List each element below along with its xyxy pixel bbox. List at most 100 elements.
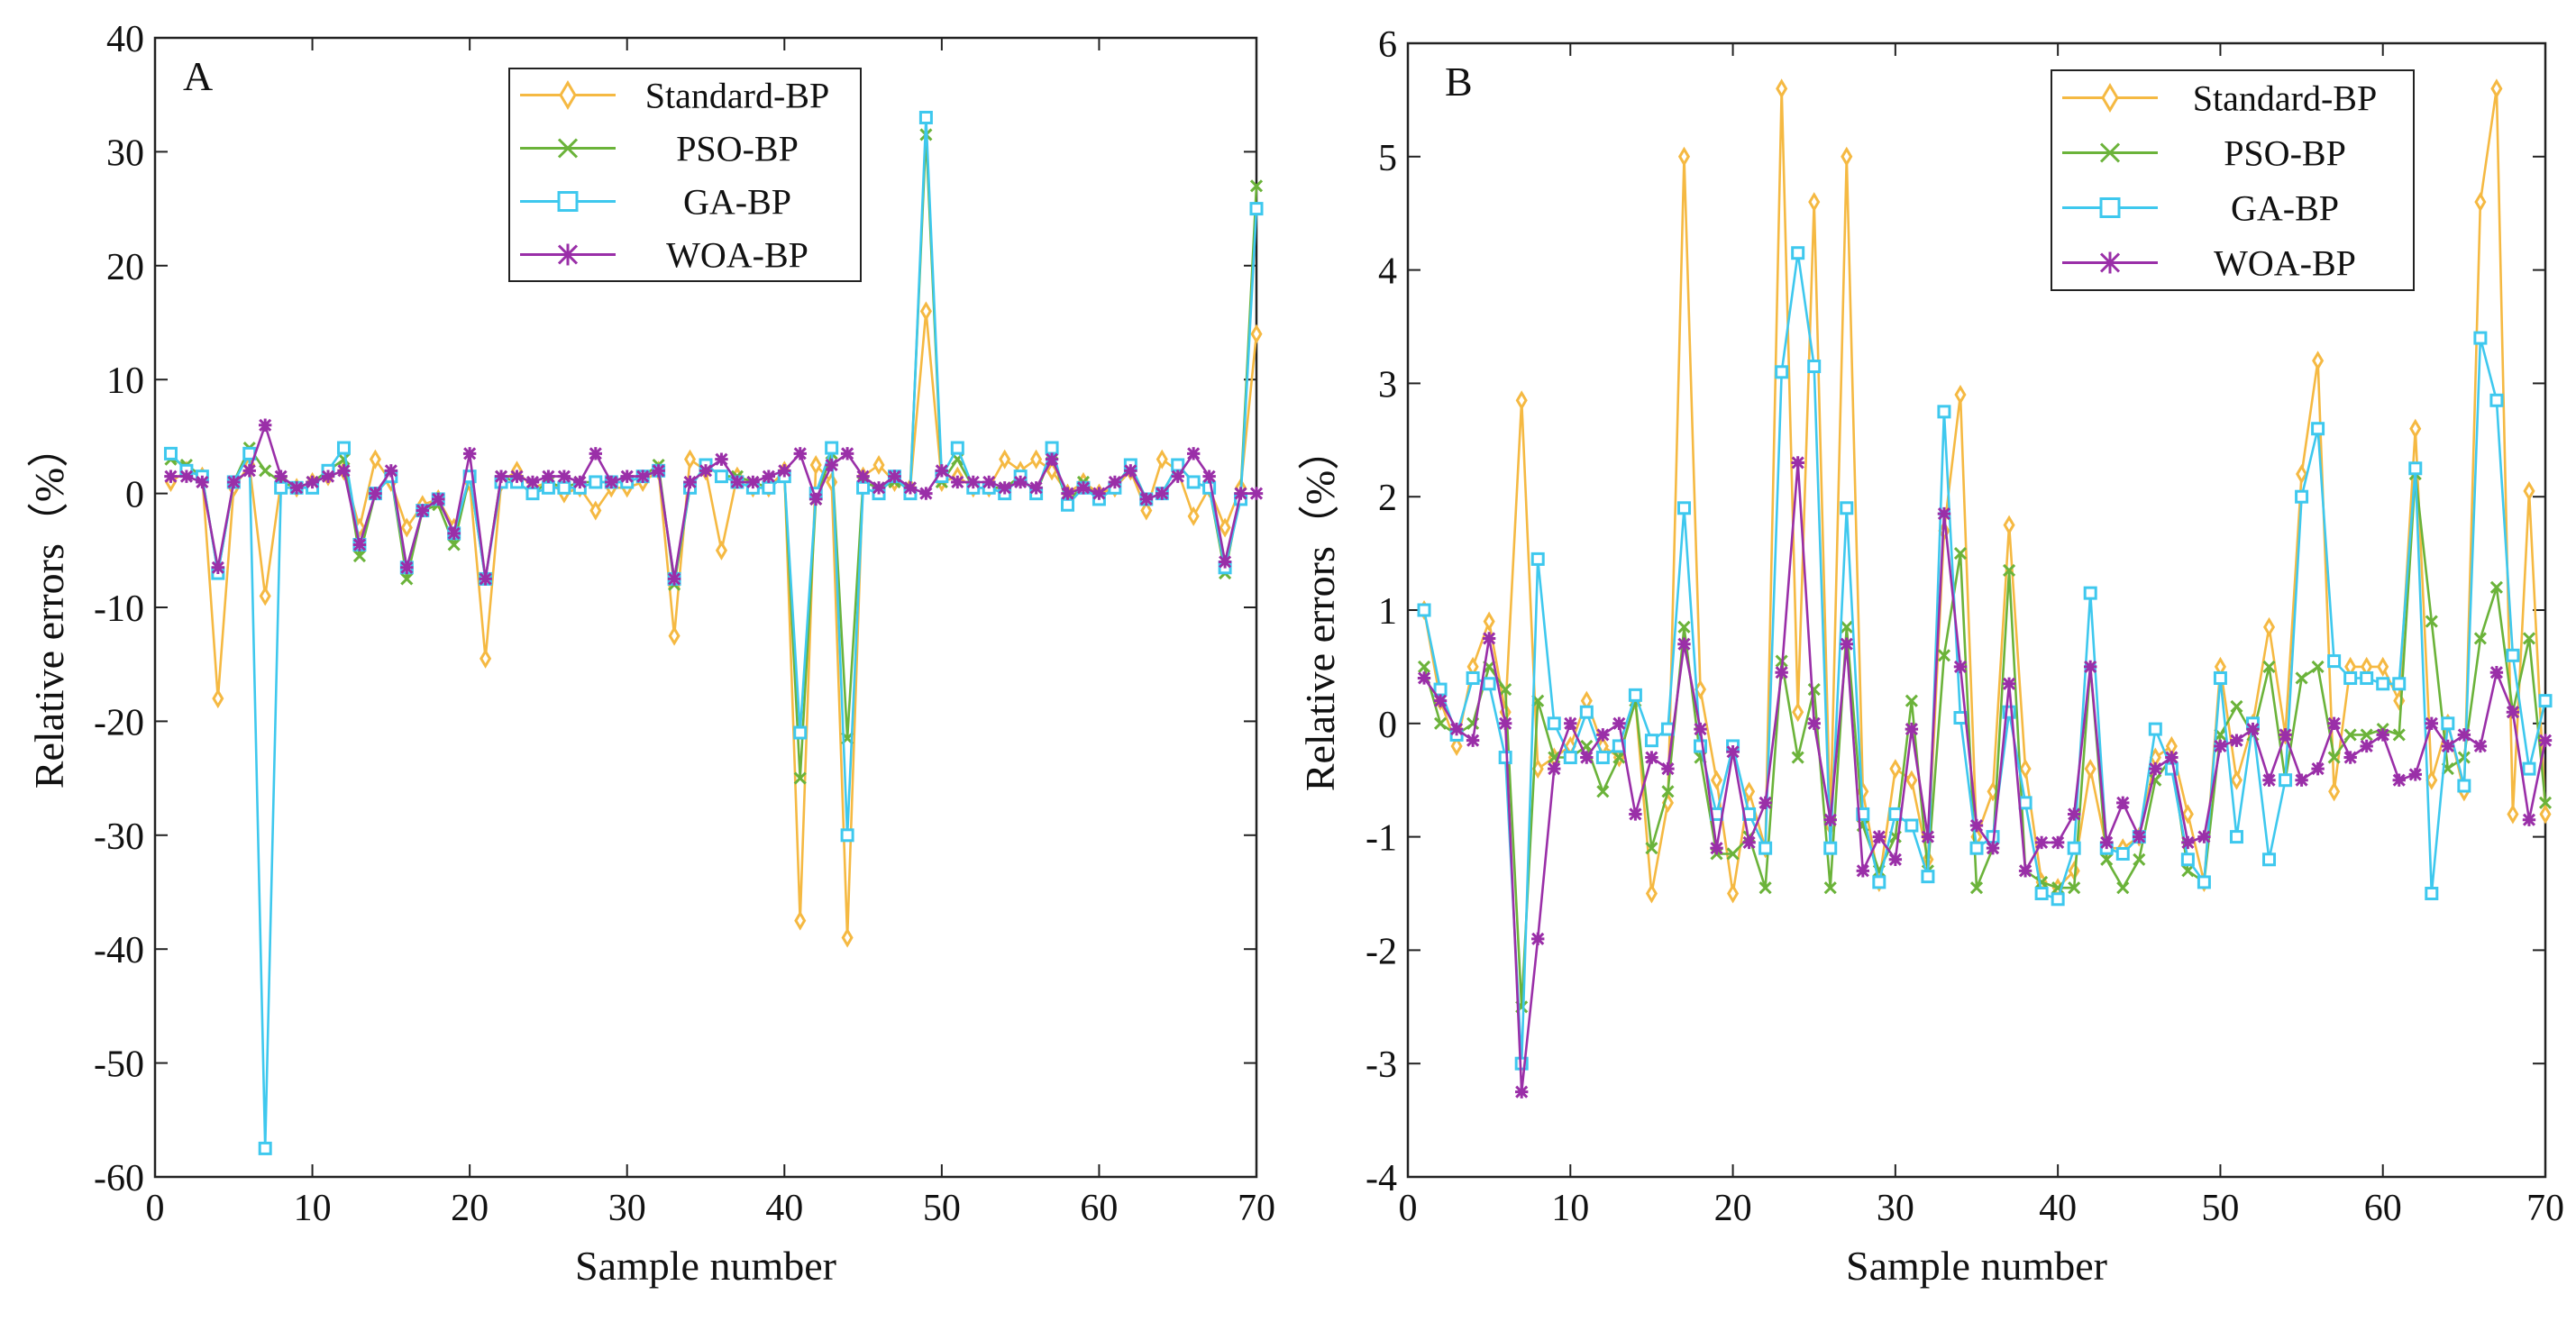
data-point (2311, 761, 2325, 776)
data-point (1677, 637, 1691, 651)
legend-marker-woa-bp (557, 243, 579, 266)
data-point (1823, 813, 1837, 826)
data-point (746, 475, 760, 489)
data-point (2262, 773, 2276, 787)
x-tick-label: 70 (2526, 1188, 2564, 1229)
y-tick-label: 40 (106, 19, 144, 60)
data-point (1186, 447, 1201, 460)
series-line-woa-bp (170, 424, 1256, 580)
panel-label: A (183, 53, 213, 99)
data-point (1661, 761, 1675, 776)
data-point (1417, 660, 1431, 673)
data-point (525, 475, 540, 489)
data-point (793, 447, 807, 460)
y-tick-label: 0 (125, 475, 144, 516)
data-point (999, 449, 1011, 470)
data-point (1792, 702, 1804, 723)
data-point (1807, 360, 1822, 374)
data-point (2181, 864, 2195, 878)
x-tick-label: 60 (2364, 1188, 2402, 1229)
data-point (2296, 463, 2308, 485)
data-point (2067, 841, 2081, 855)
data-point (1249, 487, 1264, 500)
data-point (2522, 761, 2536, 776)
data-point (1061, 487, 1074, 500)
data-point (2473, 632, 2487, 645)
data-point (1139, 492, 1153, 506)
data-point (1186, 475, 1201, 489)
data-point (872, 481, 886, 495)
data-point (1124, 464, 1137, 478)
data-point (1531, 932, 1545, 946)
y-tick-label: -40 (94, 930, 144, 971)
data-point (352, 538, 367, 552)
data-point (2116, 796, 2130, 810)
data-point (1045, 441, 1059, 455)
data-point (2067, 807, 2081, 821)
data-point (259, 464, 272, 478)
data-point (1530, 552, 1545, 566)
x-tick-label: 20 (451, 1188, 489, 1229)
data-point (2343, 728, 2357, 742)
data-point (589, 475, 603, 489)
data-point (1969, 818, 1984, 833)
data-point (321, 470, 335, 483)
data-point (479, 572, 492, 586)
legend: Standard-BP PSO-BP GA-BP WOA-BP (2051, 69, 2415, 291)
data-point (840, 828, 854, 843)
y-tick-label: -60 (94, 1158, 144, 1199)
data-point (1629, 807, 1642, 821)
data-point (2018, 796, 2032, 810)
data-point (918, 110, 933, 124)
data-point (715, 452, 728, 466)
data-point (337, 464, 351, 478)
data-point (1888, 852, 1903, 866)
data-point (494, 470, 508, 483)
data-point (1187, 506, 1200, 526)
data-point (2539, 804, 2552, 825)
data-point (2214, 739, 2227, 753)
data-point (1045, 452, 1059, 466)
data-point (1776, 78, 1788, 99)
data-point (2522, 632, 2536, 645)
x-tick-label: 50 (2201, 1188, 2239, 1229)
y-tick-label: -1 (1366, 818, 1397, 860)
data-point (289, 481, 304, 495)
data-point (762, 480, 776, 495)
series-line-ga-bp (1422, 251, 2547, 1065)
data-point (951, 475, 964, 489)
data-point (1061, 497, 1075, 512)
y-tick-label: -30 (94, 816, 144, 858)
data-point (1953, 660, 1968, 674)
data-point (2441, 739, 2455, 753)
data-point (1807, 682, 1821, 697)
data-point (2489, 665, 2504, 679)
panel-a: 0 10 20 30 40 50 60 70 -60 -50 -40 -30 -20 -10 0 10 20 30… (26, 19, 1275, 1289)
data-point (400, 561, 414, 574)
data-point (211, 561, 225, 574)
data-point (1579, 705, 1594, 719)
data-point (840, 447, 854, 460)
data-point (462, 447, 477, 460)
data-point (2051, 892, 2065, 907)
data-point (1921, 870, 1935, 884)
data-point (1872, 830, 1886, 843)
data-point (2473, 331, 2488, 345)
data-point (793, 725, 808, 740)
data-point (2360, 728, 2373, 742)
data-point (384, 464, 398, 478)
data-point (1171, 470, 1184, 483)
data-point (856, 480, 871, 495)
legend-marker-standard-bp (2101, 83, 2119, 113)
data-point (1807, 716, 1821, 730)
data-point (447, 526, 461, 541)
y-axis-label: Relative errors（%） (26, 426, 72, 789)
data-point (432, 492, 445, 506)
data-point (1905, 818, 1919, 833)
data-point (1823, 881, 1837, 895)
data-point (2343, 670, 2358, 685)
data-point (2425, 887, 2439, 900)
data-point (416, 504, 429, 517)
data-point (2522, 813, 2536, 826)
